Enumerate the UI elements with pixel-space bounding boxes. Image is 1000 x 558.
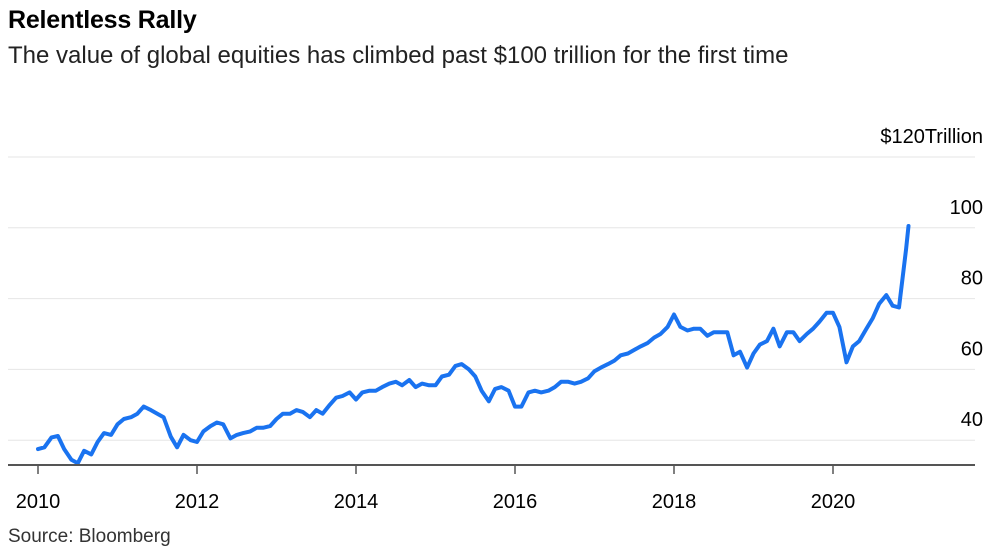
- series-group: [36, 224, 911, 466]
- y-tick-label: $120Trillion: [880, 126, 983, 148]
- y-tick-label: 100: [950, 197, 983, 219]
- x-tick-label: 2014: [334, 491, 379, 513]
- x-tick-label: 2012: [175, 491, 220, 513]
- y-tick-label: 80: [961, 268, 983, 290]
- y-tick-label: 40: [961, 409, 983, 431]
- x-tick-label: 2018: [652, 491, 697, 513]
- x-tick-label: 2016: [493, 491, 538, 513]
- x-ticks: 2010 2012 2014 2016 2018 2020: [16, 465, 856, 513]
- x-tick-label: 2010: [16, 491, 61, 513]
- y-tick-label: 60: [961, 338, 983, 360]
- source-note: Source: Bloomberg: [8, 526, 171, 547]
- y-tick-labels: $120Trillion 100 80 60 40: [880, 126, 983, 431]
- chart-subtitle: The value of global equities has climbed…: [8, 42, 789, 69]
- gridlines: [8, 156, 975, 441]
- x-tick-label: 2020: [811, 491, 856, 513]
- chart-title: Relentless Rally: [8, 6, 197, 34]
- series-line-0: [36, 224, 911, 466]
